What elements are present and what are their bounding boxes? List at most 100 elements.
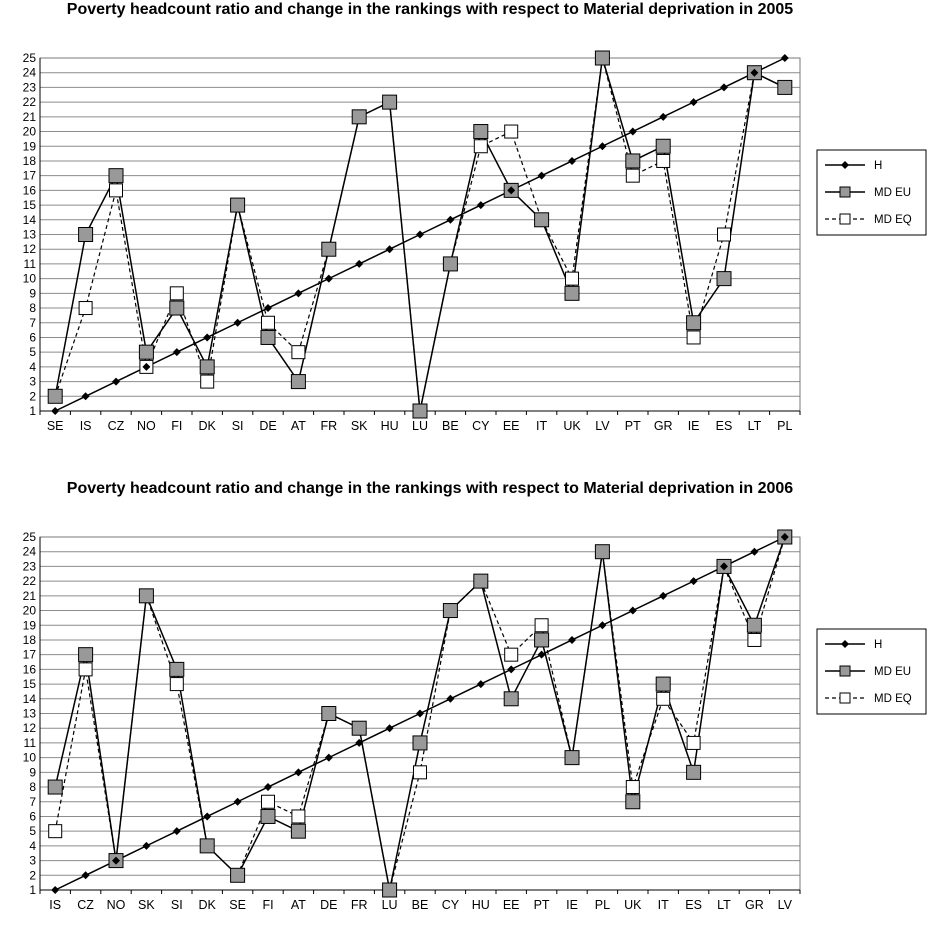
legend-marker (839, 213, 851, 225)
point-h (385, 245, 394, 254)
point-md-eu (686, 315, 702, 331)
point-h (294, 289, 303, 298)
point-md-eq (78, 662, 93, 677)
point-md-eu (534, 212, 550, 228)
x-tick-label: NO (107, 898, 126, 912)
y-tick-label: 13 (23, 228, 37, 242)
point-md-eu (290, 374, 306, 390)
y-tick-label: 3 (29, 375, 36, 389)
point-h (51, 407, 60, 415)
point-md-eu (382, 882, 398, 898)
point-h (659, 591, 668, 600)
y-tick-label: 24 (23, 545, 37, 559)
legend-label: H (874, 639, 882, 651)
point-md-eq (261, 794, 275, 809)
point-h (416, 230, 424, 239)
point-md-eu (564, 285, 580, 301)
legend-marker (841, 640, 849, 648)
y-tick-label: 5 (29, 345, 36, 359)
point-md-eu (442, 256, 458, 272)
x-tick-label: HU (472, 898, 490, 912)
point-h (476, 201, 485, 210)
point-h (112, 856, 120, 865)
point-md-eu (230, 197, 246, 213)
point-md-eu (138, 588, 154, 604)
point-h (51, 886, 60, 894)
x-tick-label: DK (199, 419, 217, 433)
point-md-eu (564, 750, 580, 766)
point-md-eq (504, 647, 519, 662)
point-md-eq (169, 677, 184, 692)
y-tick-label: 19 (23, 139, 37, 153)
x-tick-label: LV (595, 419, 610, 433)
y-tick-label: 22 (23, 574, 37, 588)
x-tick-label: EE (503, 898, 520, 912)
x-tick-label: DE (259, 419, 276, 433)
x-tick-label: UK (563, 419, 581, 433)
x-tick-label: GR (745, 898, 764, 912)
point-h (294, 768, 303, 777)
point-md-eq (686, 735, 701, 750)
legend-marker (839, 665, 851, 677)
legend-marker (839, 186, 851, 198)
x-tick-label: SE (229, 898, 246, 912)
point-h (355, 738, 364, 747)
y-tick-label: 6 (29, 809, 36, 823)
point-md-eu (686, 764, 702, 780)
y-tick-label: 7 (29, 795, 36, 809)
point-h (689, 98, 698, 107)
point-md-eq (261, 315, 275, 330)
point-md-eq (717, 227, 731, 242)
point-h (81, 392, 90, 401)
point-h (750, 547, 759, 556)
y-tick-label: 16 (23, 183, 37, 197)
point-md-eu (594, 50, 610, 66)
point-h (385, 724, 394, 733)
legend-label: H (874, 160, 882, 172)
point-h (203, 812, 212, 821)
y-tick-label: 5 (29, 824, 36, 838)
y-tick-label: 12 (23, 721, 37, 735)
x-tick-label: CZ (77, 898, 94, 912)
x-tick-label: ES (685, 898, 702, 912)
x-tick-label: PT (534, 898, 550, 912)
y-tick-label: 20 (23, 604, 37, 618)
x-tick-label: DE (320, 898, 337, 912)
point-md-eq (413, 765, 427, 780)
x-tick-label: NO (137, 419, 156, 433)
y-tick-label: 10 (23, 272, 37, 286)
y-tick-label: 25 (23, 530, 37, 544)
point-md-eu (382, 94, 398, 110)
y-tick-label: 21 (23, 110, 37, 124)
chart-title: Poverty headcount ratio and change in th… (66, 1, 794, 18)
point-h (598, 621, 607, 630)
x-tick-label: LT (717, 898, 731, 912)
point-md-eu (534, 632, 550, 648)
point-md-eu (78, 227, 94, 242)
point-h (507, 186, 516, 195)
chart-title: Poverty headcount ratio and change in th… (66, 480, 794, 497)
point-h (355, 259, 364, 268)
x-tick-label: FI (262, 898, 273, 912)
point-h (203, 333, 212, 342)
y-tick-label: 17 (23, 169, 37, 183)
y-tick-label: 12 (23, 242, 37, 256)
point-md-eq (656, 153, 671, 168)
x-tick-label: PL (777, 419, 792, 433)
y-tick-label: 1 (29, 883, 36, 897)
point-md-eu (260, 808, 276, 824)
point-md-eq (504, 124, 519, 139)
y-tick-label: 11 (24, 257, 37, 271)
x-tick-label: IS (80, 419, 92, 433)
x-tick-label: IS (49, 898, 61, 912)
y-tick-label: 14 (23, 213, 37, 227)
x-tick-label: BE (442, 419, 459, 433)
point-md-eq (565, 271, 579, 286)
point-md-eu (321, 706, 337, 721)
y-tick-label: 4 (29, 839, 36, 853)
point-md-eu (473, 573, 489, 589)
point-md-eu (412, 735, 428, 751)
y-tick-label: 10 (23, 751, 37, 765)
point-md-eu (108, 168, 124, 184)
y-tick-label: 8 (29, 780, 36, 794)
